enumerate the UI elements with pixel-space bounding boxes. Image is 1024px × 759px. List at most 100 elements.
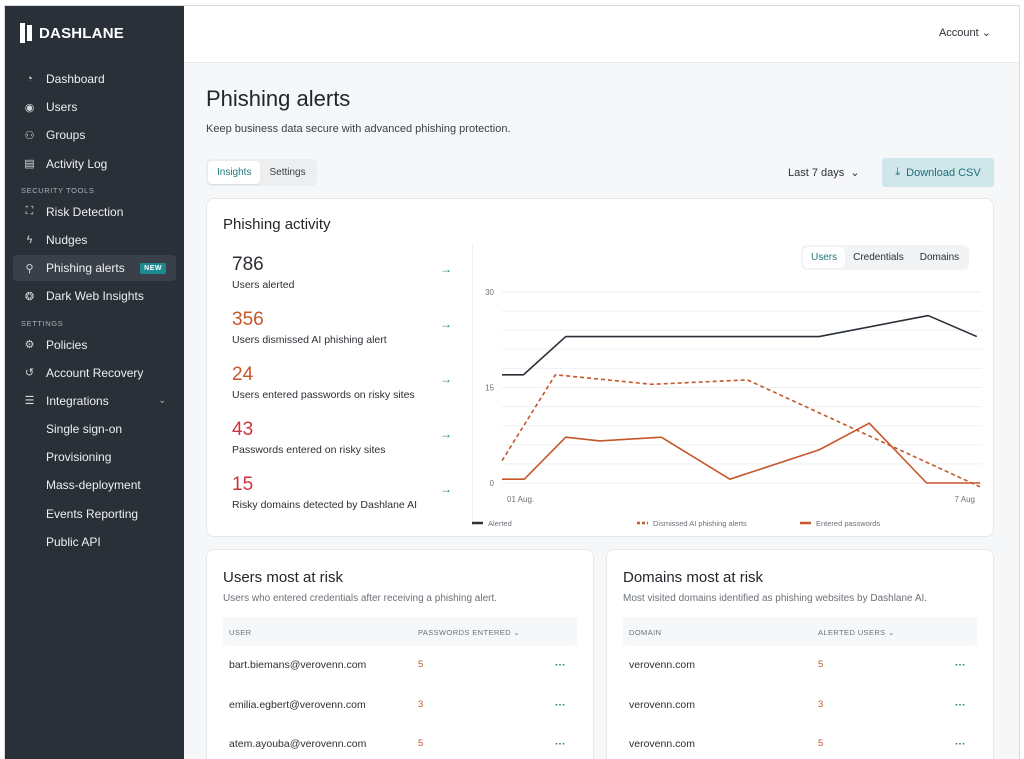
x-tick-label: 01 Aug. [507, 495, 534, 504]
sidebar-item-account-recovery[interactable]: ↺ Account Recovery [13, 360, 176, 386]
sidebar-item-events-reporting[interactable]: Events Reporting [46, 506, 139, 521]
chevron-down-icon: ⌄ [981, 27, 991, 39]
sliders-icon: ☰ [24, 395, 35, 408]
web-icon: ❂ [24, 290, 35, 303]
more-options-icon[interactable]: ··· [955, 659, 966, 671]
row-value: 5 [818, 738, 824, 749]
sidebar-item-nudges[interactable]: ϟ Nudges [13, 227, 176, 253]
sidebar-item-label: Nudges [46, 232, 88, 247]
chevron-down-icon: ⌄ [888, 628, 895, 637]
sidebar-item-mass-deployment[interactable]: Mass-deployment [46, 478, 141, 493]
sidebar-item-integrations[interactable]: ☰ Integrations ⌄ [13, 388, 176, 414]
stat-item[interactable]: 24 Users entered passwords on risky sites… [232, 364, 452, 401]
y-tick-label: 15 [485, 384, 494, 393]
download-csv-label: Download CSV [906, 166, 981, 179]
gear-icon: ⚙ [24, 339, 35, 351]
table-row[interactable]: emilia.egbert@verovenn.com 3 ··· [223, 699, 577, 738]
stat-label: Users dismissed AI phishing alert [232, 334, 387, 346]
sidebar-item-activity-log[interactable]: ▤ Activity Log [13, 151, 176, 177]
table-row[interactable]: verovenn.com 5 ··· [623, 738, 977, 759]
arrow-right-icon: → [440, 317, 452, 331]
sidebar-item-policies[interactable]: ⚙ Policies [13, 332, 176, 358]
stat-item[interactable]: 356 Users dismissed AI phishing alert → [232, 309, 452, 346]
sidebar-item-public-api[interactable]: Public API [46, 534, 101, 549]
more-options-icon[interactable]: ··· [955, 698, 966, 711]
stat-label: Users entered passwords on risky sites [232, 389, 415, 401]
legend-label: Dismissed AI phishing alerts [653, 519, 747, 528]
sidebar-item-phishing-alerts[interactable]: ⚲ Phishing alerts NEW [13, 255, 176, 282]
bolt-icon: ϟ [26, 233, 33, 246]
x-tick-label: 7 Aug [955, 495, 975, 504]
table-row[interactable]: bart.biemans@verovenn.com 5 ··· [223, 659, 577, 698]
arrow-right-icon: → [440, 262, 452, 276]
stat-item[interactable]: 786 Users alerted → [232, 254, 452, 291]
more-options-icon[interactable]: ··· [555, 738, 566, 750]
page-tabs: Insights Settings [206, 159, 317, 186]
stat-value: 356 [232, 309, 264, 330]
chart-tabs: Users Credentials Domains [801, 245, 970, 270]
tab-insights[interactable]: Insights [208, 161, 261, 184]
legend-label: Entered passwords [816, 519, 880, 528]
column-label: PASSWORDS ENTERED [418, 628, 511, 637]
table-row[interactable]: atem.ayouba@verovenn.com 5 ··· [223, 738, 577, 759]
row-value: 3 [818, 698, 824, 710]
column-label: ALERTED USERS [818, 628, 886, 637]
sidebar-item-label: Dark Web Insights [46, 289, 144, 304]
more-options-icon[interactable]: ··· [555, 659, 566, 671]
account-menu[interactable]: Account ⌄ [939, 26, 991, 39]
arrow-right-icon: → [440, 372, 452, 386]
divider [472, 245, 473, 526]
download-csv-button[interactable]: ⤓ Download CSV [882, 158, 994, 187]
sidebar-item-single-sign-on[interactable]: Single sign-on [46, 422, 123, 437]
row-value: 3 [418, 698, 424, 710]
more-options-icon[interactable]: ··· [955, 738, 966, 750]
sidebar-item-users[interactable]: ◉ Users [13, 94, 176, 120]
sidebar-item-dark-web-insights[interactable]: ❂ Dark Web Insights [13, 283, 176, 309]
sidebar-item-provisioning[interactable]: Provisioning [46, 450, 112, 465]
table-header: USER PASSWORDS ENTERED ⌄ [223, 617, 577, 646]
tab-settings[interactable]: Settings [269, 167, 306, 178]
chart-tab-users[interactable]: Users [803, 247, 846, 268]
top-bar: Account ⌄ [184, 6, 1019, 63]
series-line-2 [502, 422, 980, 484]
sidebar-item-dashboard[interactable]: ◔ Dashboard [13, 66, 176, 92]
row-value: 5 [418, 738, 424, 749]
dashlane-logo[interactable]: DASHLANE [20, 23, 124, 43]
card-title: Domains most at risk [623, 569, 764, 586]
row-name: verovenn.com [629, 738, 695, 750]
chart-tab-domains[interactable]: Domains [919, 252, 960, 263]
sidebar-item-label: Phishing alerts [46, 261, 125, 276]
account-label: Account [938, 27, 979, 39]
sidebar-item-label: Users [46, 100, 78, 115]
row-value: 5 [818, 659, 824, 670]
chevron-down-icon: ⌄ [158, 395, 166, 406]
card-description: Users who entered credentials after rece… [223, 593, 498, 604]
row-name: verovenn.com [629, 659, 695, 671]
sidebar-item-label: Groups [46, 128, 86, 143]
column-passwords-entered[interactable]: PASSWORDS ENTERED ⌄ [418, 628, 520, 637]
table-header: DOMAIN ALERTED USERS ⌄ [623, 617, 977, 646]
stat-item[interactable]: 15 Risky domains detected by Dashlane AI → [232, 474, 452, 511]
sidebar-item-risk-detection[interactable]: ⛶ Risk Detection [13, 199, 176, 225]
dashlane-logo-icon [20, 23, 34, 43]
column-alerted-users[interactable]: ALERTED USERS ⌄ [818, 628, 895, 637]
more-options-icon[interactable]: ··· [555, 698, 566, 711]
download-icon: ⤓ [895, 166, 901, 178]
chart-tab-credentials[interactable]: Credentials [853, 252, 904, 263]
stat-value: 43 [232, 419, 254, 440]
stat-value: 24 [232, 364, 254, 385]
table-row[interactable]: verovenn.com 3 ··· [623, 699, 977, 738]
sidebar-item-label: Dashboard [46, 72, 105, 86]
date-range-select[interactable]: Last 7 days ⌄ [788, 166, 860, 179]
page-subtitle: Keep business data secure with advanced … [206, 123, 511, 135]
y-tick-label: 30 [485, 288, 494, 297]
sidebar-item-groups[interactable]: ⚇ Groups [13, 122, 176, 148]
new-badge: NEW [140, 262, 166, 274]
sidebar-item-label: Activity Log [46, 156, 108, 171]
column-user: USER [229, 628, 252, 637]
row-name: atem.ayouba@verovenn.com [229, 738, 367, 750]
table-row[interactable]: verovenn.com 5 ··· [623, 659, 977, 698]
stat-item[interactable]: 43 Passwords entered on risky sites → [232, 419, 452, 456]
sidebar-item-label: Policies [46, 337, 88, 352]
card-title: Users most at risk [223, 569, 344, 586]
